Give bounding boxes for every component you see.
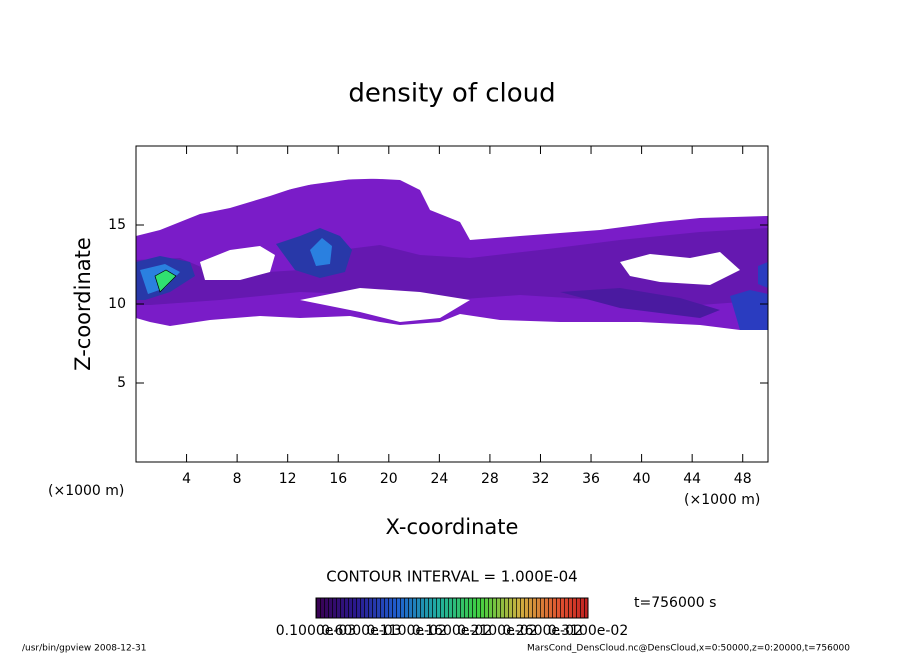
- colorbar-stripes: [315, 597, 589, 619]
- footer-right: MarsCond_DensCloud.nc@DensCloud,x=0:5000…: [527, 644, 850, 654]
- y-tick-label: 10: [108, 296, 126, 312]
- x-tick-label: 8: [233, 471, 242, 487]
- x-tick-label: 48: [734, 471, 752, 487]
- cloud-region: [136, 228, 768, 305]
- cloud-hole: [136, 146, 768, 236]
- colorbar-label: 0.1100e-02: [366, 623, 446, 639]
- colorbar-label: 0.2100e-02: [457, 623, 537, 639]
- x-tick-label: 44: [683, 471, 701, 487]
- colorbar-label: 0.3100e-02: [548, 623, 628, 639]
- x-unit-label: (×1000 m): [684, 492, 760, 508]
- x-tick-label: 32: [532, 471, 550, 487]
- x-tick-label: 4: [182, 471, 191, 487]
- cloud-hole: [200, 246, 275, 280]
- colorbar-labels: 0.1000e-030.6000e-030.1100e-020.1600e-02…: [276, 623, 628, 639]
- cloud-core: [154, 269, 177, 293]
- cloud-dense: [730, 290, 768, 330]
- contour-interval: CONTOUR INTERVAL = 1.000E-04: [326, 568, 577, 586]
- x-tick-label: 12: [279, 471, 297, 487]
- x-tick-label: 28: [481, 471, 499, 487]
- x-tick-label: 36: [582, 471, 600, 487]
- cloud-hole: [300, 288, 470, 322]
- cloud-dense: [310, 238, 332, 266]
- y-tick-label: 5: [117, 375, 126, 391]
- y-tick-label: 15: [108, 217, 126, 233]
- x-tick-label: 40: [633, 471, 651, 487]
- x-tick-label: 16: [329, 471, 347, 487]
- x-axis-label: X-coordinate: [386, 515, 519, 539]
- cloud-dense: [560, 288, 720, 318]
- colorbar-label: 0.2600e-02: [502, 623, 582, 639]
- x-tick-label: 24: [430, 471, 448, 487]
- colorbar-label: 0.6000e-03: [321, 623, 401, 639]
- time-label: t=756000 s: [634, 595, 716, 611]
- footer-left: /usr/bin/gpview 2008-12-31: [22, 644, 146, 654]
- cloud-field: [136, 146, 768, 330]
- y-axis-label: Z-coordinate: [71, 237, 95, 371]
- x-tick-label: 20: [380, 471, 398, 487]
- colorbar-label: 0.1000e-03: [276, 623, 356, 639]
- y-unit-label: (×1000 m): [48, 483, 124, 499]
- chart-title: density of cloud: [348, 79, 555, 109]
- cloud-hole: [620, 252, 740, 285]
- colorbar-label: 0.1600e-02: [412, 623, 492, 639]
- cloud-dense: [758, 262, 768, 288]
